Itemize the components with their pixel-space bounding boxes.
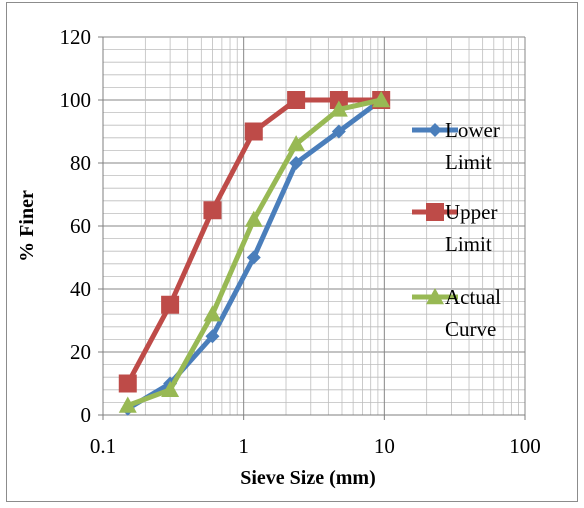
- data-point: [372, 91, 391, 108]
- data-point: [161, 295, 180, 314]
- x-tick-label: 10: [374, 434, 395, 458]
- data-point: [331, 124, 346, 139]
- grid: [102, 36, 526, 416]
- legend-entry-1: Upper Limit: [412, 200, 497, 256]
- data-point: [329, 91, 348, 109]
- legend-swatch-marker: [428, 123, 442, 137]
- series-1: [118, 91, 391, 393]
- legend-label: Limit: [445, 232, 492, 256]
- y-axis-title: % Finer: [16, 190, 38, 262]
- y-tick-label: 0: [81, 403, 92, 427]
- data-point: [329, 100, 348, 117]
- y-tick-label: 40: [70, 277, 91, 301]
- y-tick-label: 20: [70, 340, 91, 364]
- legend-label: Actual: [445, 285, 501, 309]
- y-tick-label: 100: [60, 88, 92, 112]
- axes: 0 20 40 60 80 100 120 0.1 1 10 100: [60, 25, 541, 458]
- series-2: [118, 91, 391, 413]
- legend-label: Upper: [445, 200, 497, 224]
- data-point: [287, 91, 306, 109]
- data-point: [203, 201, 222, 220]
- legend-label: Curve: [445, 317, 496, 341]
- series-line: [125, 97, 384, 386]
- data-point: [118, 374, 137, 393]
- legend-entry-2: Actual Curve: [412, 285, 501, 341]
- data-point: [161, 380, 180, 397]
- data-point: [205, 329, 220, 344]
- series-0: [120, 93, 389, 416]
- legend: Lower Limit Upper Limit Actual Curve: [412, 118, 501, 341]
- x-tick-label: 0.1: [90, 434, 116, 458]
- y-tick-label: 80: [70, 151, 91, 175]
- legend-label: Lower: [445, 118, 500, 142]
- legend-entry-0: Lower Limit: [412, 118, 500, 174]
- data-point: [246, 250, 261, 265]
- legend-label: Limit: [445, 150, 492, 174]
- data-point: [287, 135, 306, 152]
- data-point: [244, 122, 263, 141]
- data-point: [203, 305, 222, 322]
- data-point: [289, 156, 304, 170]
- data-point: [244, 210, 263, 227]
- data-point: [118, 396, 137, 413]
- x-axis-title: Sieve Size (mm): [240, 467, 376, 489]
- y-tick-label: 120: [60, 25, 92, 49]
- legend-swatch-marker: [426, 203, 444, 221]
- y-tick-label: 60: [70, 214, 91, 238]
- legend-swatch-marker: [426, 288, 444, 305]
- x-tick-label: 1: [238, 434, 249, 458]
- series: [118, 91, 391, 416]
- x-tick-label: 100: [509, 434, 541, 458]
